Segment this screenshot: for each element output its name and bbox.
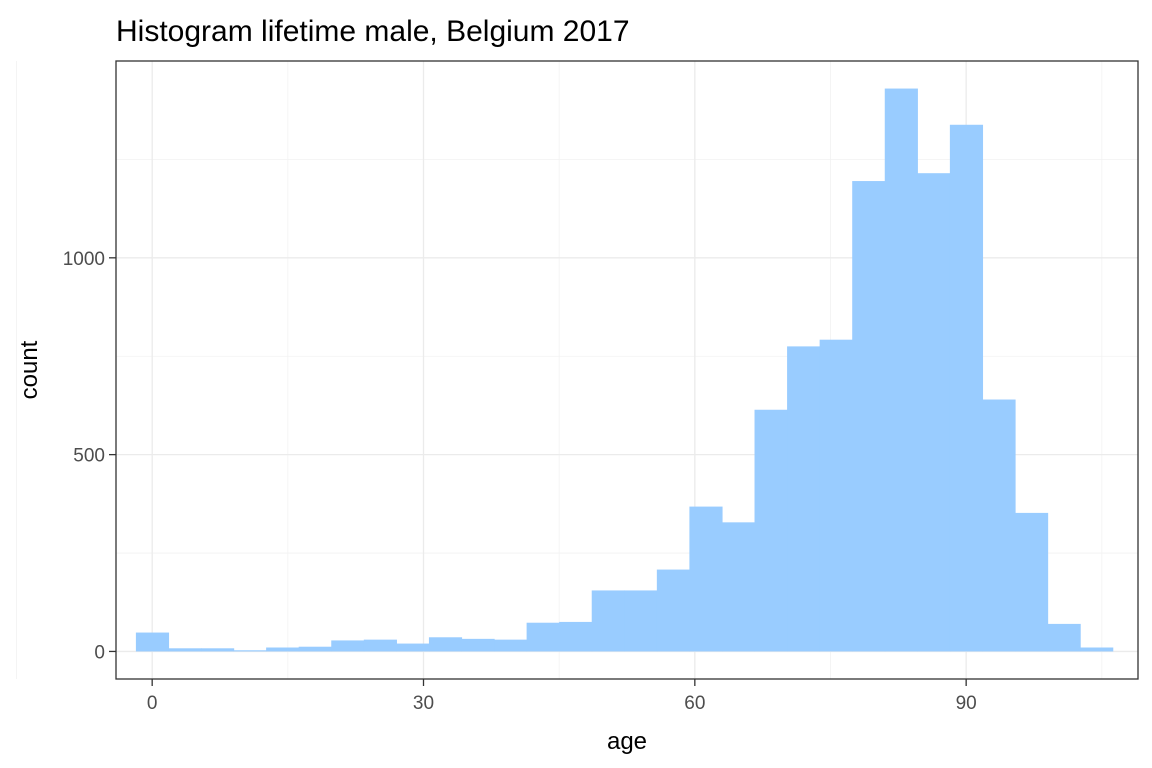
histogram-bar xyxy=(559,621,593,652)
x-axis-ticks: 0 30 60 90 xyxy=(147,679,977,714)
y-tick-label: 0 xyxy=(94,642,105,663)
histogram-bar xyxy=(396,643,430,652)
minor-gridlines xyxy=(16,61,1138,679)
histogram-bar xyxy=(1047,623,1081,652)
histogram-bar xyxy=(819,339,853,652)
histogram-bar xyxy=(298,646,332,652)
y-tick-label: 1000 xyxy=(63,249,105,270)
histogram-bar xyxy=(168,648,202,652)
histogram-bar xyxy=(917,173,951,652)
histogram-bar xyxy=(1014,512,1049,652)
histogram-bar xyxy=(884,88,918,652)
y-axis-ticks: 0 500 1000 xyxy=(63,249,116,663)
histogram-bars xyxy=(135,88,1114,652)
x-tick-label: 30 xyxy=(413,693,434,714)
histogram-bar xyxy=(363,639,397,652)
panel-border xyxy=(115,60,1139,680)
histogram-bar xyxy=(721,522,756,652)
x-tick-label: 60 xyxy=(684,693,705,714)
chart-title: Histogram lifetime male, Belgium 2017 xyxy=(116,15,630,48)
histogram-bar xyxy=(656,569,691,652)
x-tick-label: 90 xyxy=(956,693,977,714)
histogram-bar xyxy=(982,399,1016,652)
histogram-bar xyxy=(591,590,625,652)
histogram-bar xyxy=(135,632,170,652)
histogram-bar xyxy=(266,647,300,652)
histogram-bar xyxy=(526,622,560,652)
histogram-bar xyxy=(754,409,788,652)
y-tick-label: 500 xyxy=(73,446,105,467)
histogram-bar xyxy=(201,648,235,652)
x-axis-title: age xyxy=(607,728,647,755)
histogram-bar xyxy=(494,639,528,652)
y-axis-title: count xyxy=(16,340,43,399)
x-tick-label: 0 xyxy=(147,693,158,714)
histogram-bar xyxy=(1080,647,1114,652)
histogram-bar xyxy=(233,650,267,652)
histogram-bar xyxy=(624,590,658,652)
histogram-bar xyxy=(689,506,723,652)
histogram-bar xyxy=(331,640,365,652)
histogram-bar xyxy=(787,346,821,652)
histogram-bar xyxy=(428,637,463,652)
histogram-bar xyxy=(852,181,886,652)
histogram-bar xyxy=(461,638,495,652)
histogram-bar xyxy=(949,124,984,652)
